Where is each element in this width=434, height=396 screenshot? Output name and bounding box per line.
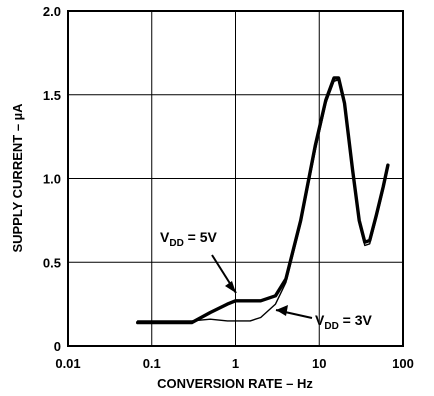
x-tick-label: 1 <box>232 356 239 371</box>
grid <box>68 11 403 346</box>
vdd-3v-arrowhead <box>276 305 288 316</box>
tick-labels: 0.01 0.1 1 10 100 0 0.5 1.0 1.5 2.0 <box>43 4 414 371</box>
y-tick-label: 1.0 <box>43 172 61 187</box>
x-axis-title: CONVERSION RATE – Hz <box>157 376 313 391</box>
y-tick-label: 1.5 <box>43 88 61 103</box>
x-tick-label: 10 <box>312 356 326 371</box>
y-tick-label: 0.5 <box>43 255 61 270</box>
vdd-5v-arrowhead <box>225 281 236 293</box>
plot-frame <box>67 10 404 347</box>
series-lines <box>135 76 390 325</box>
vdd-5v-label: VDD = 5V <box>160 229 218 249</box>
y-tick-label: 0 <box>54 339 61 354</box>
series-line-vdd-5v <box>135 76 390 325</box>
x-tick-label: 100 <box>392 356 414 371</box>
x-tick-label: 0.1 <box>143 356 161 371</box>
y-axis-title: SUPPLY CURRENT – µA <box>10 103 25 253</box>
vdd-3v-label: VDD = 3V <box>315 312 373 332</box>
x-tick-label: 0.01 <box>55 356 80 371</box>
y-tick-label: 2.0 <box>43 4 61 19</box>
series-line-vdd-3v <box>136 78 389 322</box>
